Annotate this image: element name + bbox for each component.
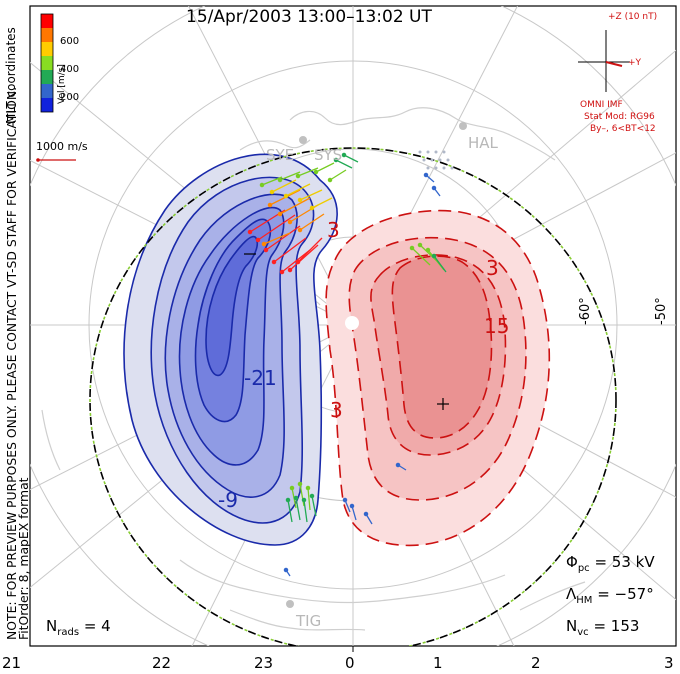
mlt-tick-2: 2 xyxy=(531,654,541,672)
imf-condition-label: By–, 6<BT<12 xyxy=(590,124,656,134)
mlt-tick-3: 3 xyxy=(664,654,674,672)
imf-clock xyxy=(578,30,630,92)
mlt-tick-23: 23 xyxy=(254,654,274,672)
magnetic-pole-marker xyxy=(345,316,359,330)
velocity-colorbar xyxy=(40,13,54,113)
colorbar-tick-400: 400 xyxy=(60,64,80,75)
colorbar-tick-200: 200 xyxy=(60,92,80,103)
hm-boundary-latitude: ΛHM = −57° xyxy=(566,585,654,606)
radar-count: Nrads = 4 xyxy=(46,617,111,638)
station-label-sys: SYS xyxy=(314,146,343,164)
station-label-sye: SYE xyxy=(266,146,295,164)
lat-label-50: -50° xyxy=(654,297,669,325)
station-label-tig: TIG xyxy=(296,612,322,630)
lat-label-60: -60° xyxy=(578,297,593,325)
mlt-tick-0: 0 xyxy=(345,654,355,672)
fit-order-label: FitOrder: 8, mapEX format xyxy=(16,477,31,640)
cross-polar-potential: Φpc = 53 kV xyxy=(566,553,655,574)
heppner-maynard-boundary xyxy=(89,147,617,646)
mlt-tick-1: 1 xyxy=(433,654,443,672)
imf-z-label: +Z (10 nT) xyxy=(608,12,658,22)
map-title: 15/Apr/2003 13:00–13:02 UT xyxy=(186,7,432,27)
velocity-vectors xyxy=(247,150,454,577)
contour-label-3a: 3 xyxy=(327,218,340,242)
mlt-tick-21: 21 xyxy=(2,654,22,672)
contour-label-15: 15 xyxy=(484,314,510,338)
contour-label-neg21: -21 xyxy=(244,366,277,390)
imf-y-label: +Y xyxy=(628,58,642,68)
station-markers xyxy=(286,122,467,608)
imf-source-label: OMNI IMF xyxy=(580,100,623,110)
positive-convection-cell xyxy=(325,209,551,547)
imf-model-label: Stat Mod: RG96 xyxy=(584,112,655,122)
negative-convection-cell xyxy=(123,153,338,546)
vector-count: Nvc = 153 xyxy=(566,617,640,638)
reference-vector-label: 1000 m/s xyxy=(36,140,88,153)
contour-label-3c: 3 xyxy=(330,398,343,422)
heppner-maynard-boundary-green xyxy=(89,147,617,646)
cell-center-markers xyxy=(244,253,449,410)
colorbar-tick-600: 600 xyxy=(60,36,80,47)
contour-label-neg9: -9 xyxy=(218,488,238,512)
reference-vector xyxy=(36,158,76,162)
contour-label-3b: 3 xyxy=(486,256,499,280)
mlt-tick-22: 22 xyxy=(152,654,172,672)
station-label-hal: HAL xyxy=(468,134,498,152)
